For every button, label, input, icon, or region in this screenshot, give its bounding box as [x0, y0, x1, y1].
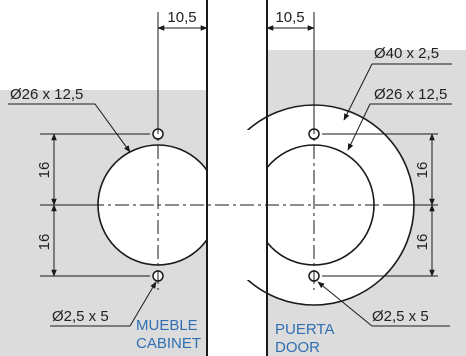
leader-lines [8, 63, 452, 327]
cabinet-label-en: CABINET [136, 335, 201, 352]
door-label-es: PUERTA [275, 321, 334, 338]
left-bore-label: Ø26 x 12,5 [10, 86, 83, 103]
right-outer-bore-label: Ø40 x 2,5 [374, 45, 439, 62]
right-lower-vertical-dim: 16 [414, 234, 431, 251]
right-upper-vertical-dim: 16 [414, 162, 431, 179]
centerlines [90, 120, 390, 290]
left-width-dim: 10,5 [167, 9, 196, 26]
right-small-hole-label: Ø2,5 x 5 [372, 308, 429, 325]
left-lower-vertical-dim: 16 [36, 234, 53, 251]
right-width-dim: 10,5 [275, 9, 304, 26]
cabinet-label-es: MUEBLE [136, 317, 198, 334]
left-small-hole-label: Ø2,5 x 5 [52, 308, 109, 325]
dimension-lines [51, 25, 435, 277]
right-inner-bore-label: Ø26 x 12,5 [374, 86, 447, 103]
door-label-en: DOOR [275, 339, 320, 356]
left-upper-vertical-dim: 16 [36, 162, 53, 179]
